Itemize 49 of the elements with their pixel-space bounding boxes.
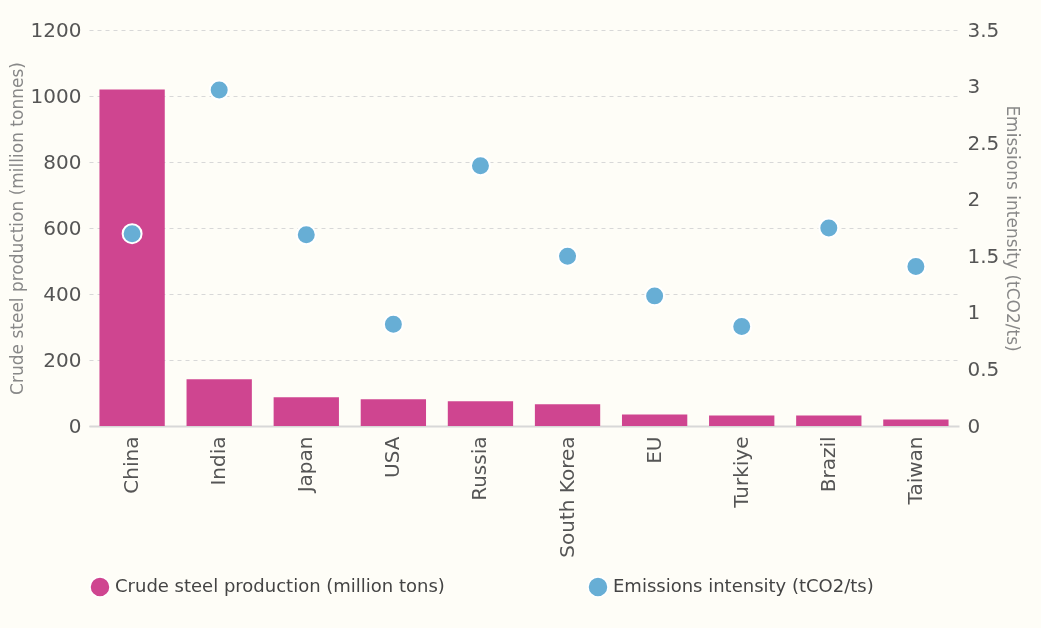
y2-tick-label: 0 xyxy=(967,413,981,438)
point xyxy=(644,285,666,307)
legend-label: Crude steel production (million tons) xyxy=(115,575,445,596)
y2-tick-label: 1 xyxy=(967,300,981,325)
bar xyxy=(709,415,775,426)
point xyxy=(208,79,230,101)
x-tick-label: China xyxy=(119,436,144,494)
y-tick-label: 600 xyxy=(43,215,82,240)
bar xyxy=(99,89,165,426)
y-tick-label: 1000 xyxy=(30,83,82,108)
x-tick-label: Taiwan xyxy=(902,436,927,506)
x-tick-label: EU xyxy=(641,436,666,464)
x-tick-label: Japan xyxy=(293,436,318,495)
x-tick-label: India xyxy=(206,436,231,486)
y-axis-title: Crude steel production (million tonnes) xyxy=(6,62,27,395)
point xyxy=(818,217,840,239)
y2-tick-label: 0.5 xyxy=(967,356,1000,381)
point xyxy=(295,224,317,246)
point xyxy=(382,313,404,335)
x-tick-label: Turkiye xyxy=(728,436,753,509)
bar xyxy=(796,415,862,426)
x-tick-label: Brazil xyxy=(815,436,840,493)
y-tick-label: 0 xyxy=(68,413,82,438)
bar xyxy=(186,379,252,426)
y2-tick-label: 2.5 xyxy=(967,130,1000,155)
bar xyxy=(883,419,949,426)
bar xyxy=(273,397,339,426)
point xyxy=(121,223,143,245)
x-tick-label: USA xyxy=(380,436,405,478)
y-tick-label: 200 xyxy=(43,347,82,372)
y2-tick-label: 3 xyxy=(967,74,981,99)
y-tick-label: 400 xyxy=(43,281,82,306)
y2-tick-label: 2 xyxy=(967,187,981,212)
y-tick-label: 1200 xyxy=(30,17,82,42)
point xyxy=(469,155,491,177)
legend-label: Emissions intensity (tCO2/ts) xyxy=(613,575,874,596)
point xyxy=(731,315,753,337)
bar xyxy=(621,414,688,426)
x-tick-label: Russia xyxy=(467,436,492,501)
y2-tick-label: 1.5 xyxy=(967,243,1000,268)
y2-axis-title: Emissions intensity (tCO2/ts) xyxy=(1003,105,1024,352)
bar xyxy=(447,401,514,426)
bar xyxy=(360,399,427,426)
point xyxy=(557,245,579,267)
point xyxy=(905,256,927,277)
y-tick-label: 800 xyxy=(43,149,82,174)
bar xyxy=(534,404,601,426)
x-tick-label: South Korea xyxy=(554,436,579,558)
y2-tick-label: 3.5 xyxy=(967,17,1000,42)
